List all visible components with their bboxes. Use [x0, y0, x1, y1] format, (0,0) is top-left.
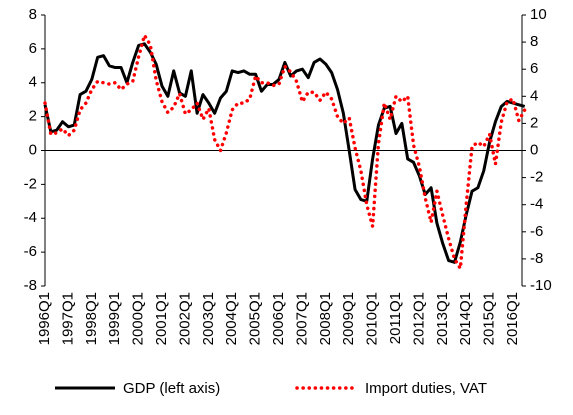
y2-tick-label: -4	[530, 196, 543, 213]
y2-tick-label: 8	[530, 33, 538, 50]
x-tick-label: 1997Q1	[59, 292, 76, 345]
y-tick-label: -2	[24, 175, 37, 192]
x-tick-label: 2010Q1	[364, 292, 381, 345]
legend-label: GDP (left axis)	[123, 380, 220, 397]
x-tick-label: 1999Q1	[106, 292, 123, 345]
x-tick-label: 2005Q1	[247, 292, 264, 345]
x-tick-label: 2003Q1	[200, 292, 217, 345]
y2-tick-label: 2	[530, 114, 538, 131]
y-tick-label: 0	[29, 141, 37, 158]
y2-tick-label: 6	[530, 60, 538, 77]
x-tick-label: 2009Q1	[340, 292, 357, 345]
series-line	[43, 42, 526, 264]
y-tick-label: -4	[24, 209, 37, 226]
y-tick-label: 4	[29, 74, 37, 91]
x-tick-label: 2004Q1	[223, 292, 240, 345]
y2-tick-label: 4	[530, 87, 538, 104]
x-tick-label: 2015Q1	[481, 292, 498, 345]
x-tick-label: 2007Q1	[293, 292, 310, 345]
x-tick-label: 2012Q1	[410, 292, 427, 345]
x-tick-label: 2008Q1	[317, 292, 334, 345]
y2-tick-label: -2	[530, 169, 543, 186]
y-tick-label: 6	[29, 40, 37, 57]
x-tick-label: 1998Q1	[83, 292, 100, 345]
y2-tick-label: 10	[530, 6, 547, 23]
series-line	[43, 33, 527, 271]
x-tick-label: 2014Q1	[457, 292, 474, 345]
legend-label: Import duties, VAT	[365, 380, 487, 397]
x-tick-label: 2016Q1	[504, 292, 521, 345]
y-tick-label: -8	[24, 277, 37, 294]
x-tick-label: 2002Q1	[176, 292, 193, 345]
y-tick-label: 8	[29, 6, 37, 23]
x-tick-label: 2006Q1	[270, 292, 287, 345]
y2-tick-label: -10	[530, 277, 552, 294]
x-tick-label: 2000Q1	[130, 292, 147, 345]
x-tick-label: 2011Q1	[387, 292, 404, 344]
x-tick-label: 2013Q1	[434, 292, 451, 345]
x-tick-label: 2001Q1	[153, 292, 170, 345]
y2-tick-label: -8	[530, 250, 543, 267]
y-tick-label: -6	[24, 243, 37, 260]
y2-tick-label: -6	[530, 223, 543, 240]
x-tick-label: 1996Q1	[36, 292, 53, 345]
y-tick-label: 2	[29, 108, 37, 125]
y2-tick-label: 0	[530, 141, 538, 158]
